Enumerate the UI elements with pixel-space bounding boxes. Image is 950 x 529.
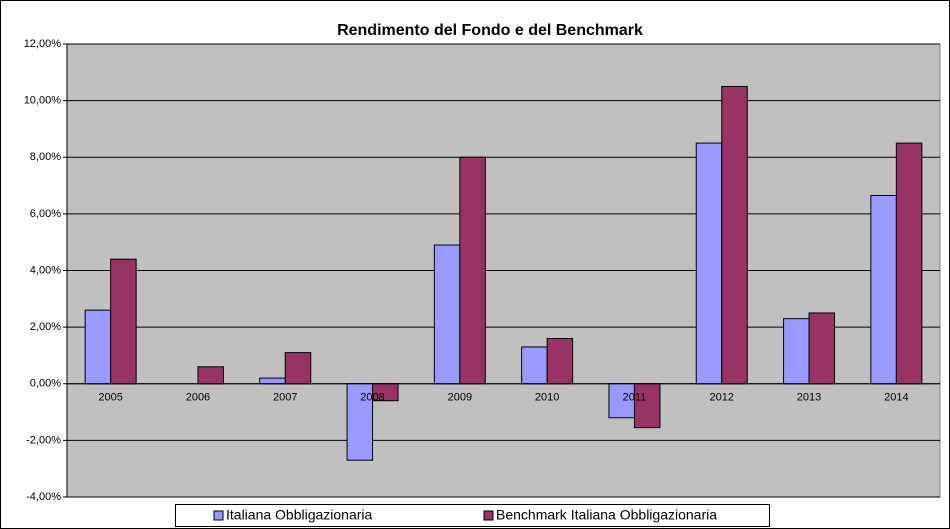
bar bbox=[84, 309, 112, 385]
bar bbox=[546, 337, 574, 385]
legend-box bbox=[175, 504, 770, 527]
chart-title: Rendimento del Fondo e del Benchmark bbox=[337, 22, 643, 39]
x-tick-label: 2005 bbox=[98, 392, 122, 404]
x-tick-label: 2014 bbox=[884, 392, 908, 404]
legend-swatch bbox=[213, 510, 224, 521]
y-tick-label: -4,00% bbox=[26, 491, 61, 503]
bar bbox=[870, 194, 897, 385]
x-tick-label: 2010 bbox=[535, 392, 559, 404]
x-tick-label: 2012 bbox=[710, 392, 734, 404]
bar bbox=[110, 258, 137, 385]
legend-swatch bbox=[483, 510, 494, 521]
x-tick-label: 2007 bbox=[273, 392, 297, 404]
bar bbox=[197, 366, 224, 385]
y-tick-label: -2,00% bbox=[26, 434, 61, 446]
bar bbox=[459, 156, 486, 385]
bar bbox=[783, 318, 810, 385]
bar bbox=[259, 377, 286, 385]
x-tick-label: 2008 bbox=[360, 392, 384, 404]
bar bbox=[695, 142, 723, 385]
x-tick-label: 2011 bbox=[623, 392, 647, 404]
legend-label: Italiana Obbligazionaria bbox=[226, 507, 373, 523]
bar bbox=[808, 312, 836, 385]
bar bbox=[721, 85, 748, 385]
x-tick-label: 2009 bbox=[448, 392, 472, 404]
y-tick-label: 12,00% bbox=[24, 38, 62, 50]
legend-label: Benchmark Italiana Obbligazionaria bbox=[496, 507, 717, 523]
x-tick-label: 2006 bbox=[186, 392, 210, 404]
y-tick-label: 4,00% bbox=[30, 264, 61, 276]
bar bbox=[521, 346, 548, 385]
bar bbox=[633, 383, 661, 429]
y-tick-label: 8,00% bbox=[30, 151, 61, 163]
bar bbox=[346, 383, 374, 461]
y-tick-label: 6,00% bbox=[30, 208, 61, 220]
y-tick-label: 10,00% bbox=[24, 95, 62, 107]
x-tick-label: 2013 bbox=[797, 392, 821, 404]
bar bbox=[284, 352, 312, 385]
bar bbox=[895, 142, 923, 385]
y-tick-label: 2,00% bbox=[30, 321, 61, 333]
bar bbox=[433, 244, 461, 385]
y-tick-label: 0,00% bbox=[30, 378, 61, 390]
